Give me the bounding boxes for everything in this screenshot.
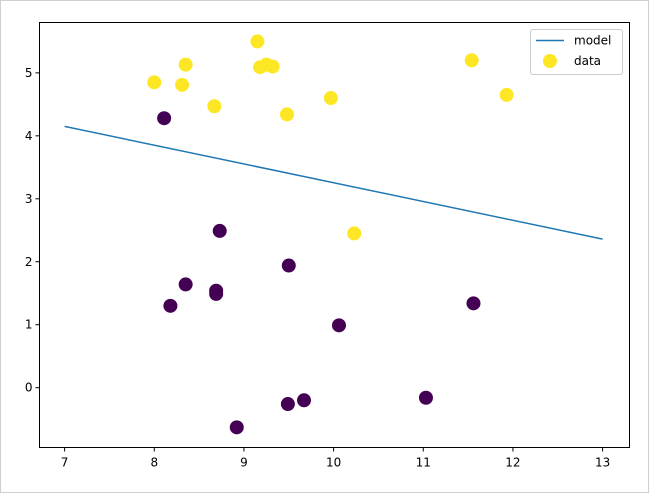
data-point — [265, 59, 280, 74]
data-point — [175, 77, 190, 92]
data-point — [323, 91, 338, 106]
data-point — [279, 107, 294, 122]
legend: model data — [530, 29, 623, 75]
data-point — [418, 390, 433, 405]
data-point — [297, 393, 312, 408]
y-tick-label: 4 — [25, 129, 33, 143]
x-tick-label: 12 — [505, 456, 520, 470]
data-point — [209, 286, 224, 301]
data-points-layer — [147, 34, 514, 435]
x-axis: 7 8 9 10 11 12 13 — [61, 447, 610, 470]
y-tick-label: 1 — [25, 318, 33, 332]
data-point — [207, 99, 222, 114]
data-point — [157, 111, 172, 126]
x-tick-label: 10 — [326, 456, 341, 470]
data-point — [229, 420, 244, 435]
y-tick-label: 2 — [25, 255, 33, 269]
legend-data-swatch — [543, 54, 557, 68]
x-tick-label: 8 — [150, 456, 158, 470]
data-point — [281, 258, 296, 273]
data-point — [499, 87, 514, 102]
x-tick-label: 13 — [595, 456, 610, 470]
y-tick-label: 3 — [25, 192, 33, 206]
data-point — [347, 226, 362, 241]
model-line — [64, 125, 603, 240]
data-point — [466, 296, 481, 311]
data-point — [331, 318, 346, 333]
legend-model-label: model — [574, 34, 611, 48]
x-tick-label: 7 — [61, 456, 69, 470]
y-axis: 0 1 2 3 4 5 — [25, 66, 40, 395]
x-tick-label: 9 — [240, 456, 248, 470]
x-tick-label: 11 — [416, 456, 431, 470]
y-tick-label: 0 — [25, 381, 33, 395]
data-point — [212, 223, 227, 238]
data-point — [464, 53, 479, 68]
plot-area-frame — [39, 22, 630, 448]
data-point — [250, 34, 265, 49]
data-point — [178, 277, 193, 292]
data-point — [147, 75, 162, 90]
legend-data-label: data — [574, 54, 601, 68]
data-point — [280, 397, 295, 412]
data-point — [163, 298, 178, 313]
model-line-layer — [64, 125, 603, 240]
y-tick-label: 5 — [25, 66, 33, 80]
data-point — [178, 57, 193, 72]
